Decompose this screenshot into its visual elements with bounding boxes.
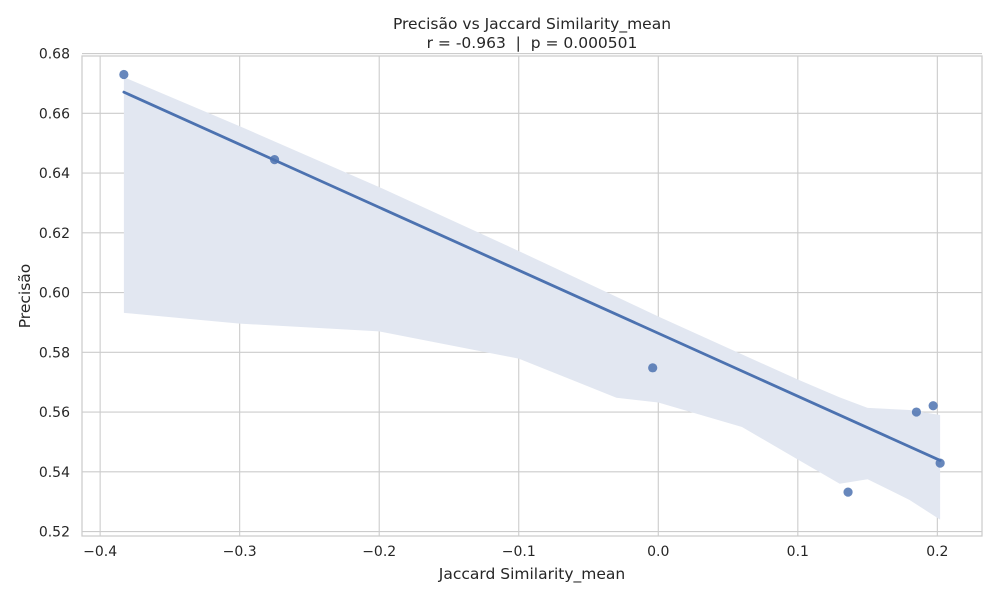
y-tick-label: 0.64	[39, 166, 70, 182]
y-tick-labels: 0.52 0.54 0.56 0.58 0.60 0.62 0.64 0.66 0.68	[39, 47, 70, 541]
x-tick-label: 0.0	[647, 544, 669, 560]
confidence-band	[123, 77, 941, 520]
data-point	[269, 155, 280, 165]
x-tick-label: −0.2	[362, 544, 396, 560]
y-tick-label: 0.58	[39, 345, 70, 361]
y-tick-label: 0.66	[39, 106, 70, 122]
y-tick-label: 0.56	[39, 405, 70, 421]
x-tick-label: 0.1	[787, 544, 809, 560]
data-point	[843, 487, 853, 497]
chart-title: Precisão vs Jaccard Similarity_mean	[393, 15, 671, 34]
y-tick-label: 0.54	[39, 465, 70, 481]
data-point	[648, 363, 658, 373]
y-tick-label: 0.62	[39, 226, 70, 242]
y-axis-label: Precisão	[16, 264, 34, 329]
x-tick-label: 0.2	[926, 544, 948, 560]
y-tick-label: 0.68	[39, 47, 70, 63]
data-point	[911, 407, 922, 417]
data-point	[935, 458, 945, 468]
x-tick-label: −0.1	[502, 544, 536, 560]
data-point	[119, 69, 129, 80]
data-points	[119, 69, 945, 497]
x-tick-labels: −0.4 −0.3 −0.2 −0.1 0.0 0.1 0.2	[83, 544, 948, 560]
y-tick-label: 0.52	[39, 525, 70, 541]
y-tick-label: 0.60	[39, 286, 70, 302]
regression-line	[122, 90, 942, 462]
chart-subtitle: r = -0.963 | p = 0.000501	[427, 34, 638, 52]
x-tick-label: −0.4	[83, 544, 117, 560]
data-point	[928, 401, 938, 411]
x-tick-label: −0.3	[223, 544, 257, 560]
x-axis-label: Jaccard Similarity_mean	[438, 565, 625, 584]
